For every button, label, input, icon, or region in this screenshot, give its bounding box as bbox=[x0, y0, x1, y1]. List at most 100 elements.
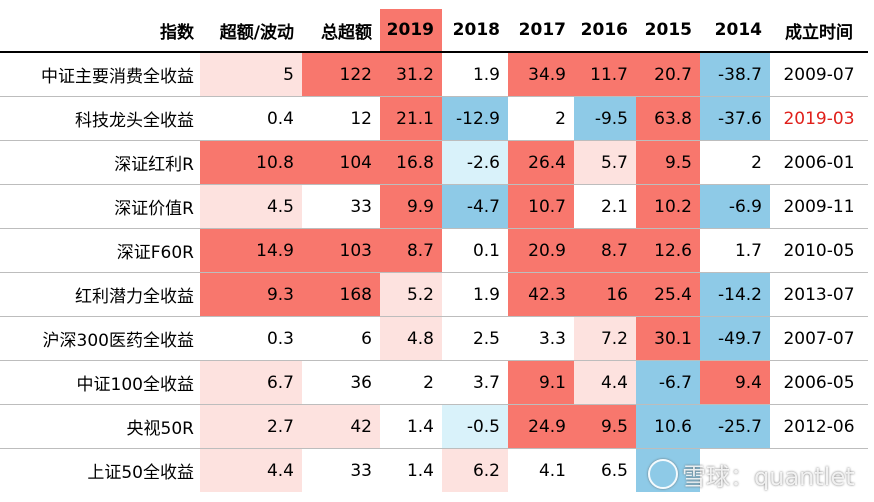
value-cell: 5.7 bbox=[574, 140, 636, 185]
value-cell: -25.7 bbox=[700, 404, 770, 449]
value-cell: 12.6 bbox=[636, 228, 700, 273]
value-cell: 6 bbox=[302, 316, 380, 361]
value-cell: 9.9 bbox=[380, 184, 442, 229]
inception-date-cell: 2013-07 bbox=[770, 272, 868, 317]
watermark-text: 雪球：quantlet bbox=[682, 462, 855, 491]
table-row: 上证50全收益 4.4 33 1.4 6.2 4.1 6.5 bbox=[0, 448, 868, 492]
value-cell: 2 bbox=[508, 96, 574, 141]
column-header-0: 指数 bbox=[0, 9, 200, 53]
value-cell: 7.2 bbox=[574, 316, 636, 361]
value-cell: 11.7 bbox=[574, 52, 636, 97]
value-cell: -0.5 bbox=[442, 404, 508, 449]
watermark: 雪球：quantlet bbox=[648, 454, 874, 494]
value-cell: 6.2 bbox=[442, 448, 508, 492]
column-header-9: 成立时间 bbox=[770, 9, 868, 53]
value-cell: -2.6 bbox=[442, 140, 508, 185]
inception-date-cell: 2019-03 bbox=[770, 96, 868, 141]
value-cell: 1.7 bbox=[700, 228, 770, 273]
index-name-cell: 深证红利R bbox=[0, 140, 200, 185]
value-cell: 2 bbox=[700, 140, 770, 185]
value-cell: 14.9 bbox=[200, 228, 302, 273]
inception-date-cell: 2006-01 bbox=[770, 140, 868, 185]
table-body: 中证主要消费全收益 5 122 31.2 1.9 34.9 11.7 20.7 -38.7 200… bbox=[0, 52, 868, 492]
value-cell: 6.5 bbox=[574, 448, 636, 492]
value-cell: 33 bbox=[302, 184, 380, 229]
value-cell: 122 bbox=[302, 52, 380, 97]
value-cell: -12.9 bbox=[442, 96, 508, 141]
column-header-5: 2017 bbox=[508, 9, 574, 53]
value-cell: 4.5 bbox=[200, 184, 302, 229]
value-cell: -49.7 bbox=[700, 316, 770, 361]
value-cell: 20.7 bbox=[636, 52, 700, 97]
value-cell: -38.7 bbox=[700, 52, 770, 97]
value-cell: 42 bbox=[302, 404, 380, 449]
value-cell: 31.2 bbox=[380, 52, 442, 97]
header-row: 指数 超额/波动 总超额 2019 2018 2017 2016 2015 2014 成立时间 bbox=[0, 9, 868, 53]
inception-date-cell: 2007-07 bbox=[770, 316, 868, 361]
value-cell: 2.7 bbox=[200, 404, 302, 449]
value-cell: 2 bbox=[380, 360, 442, 405]
inception-date-cell: 2010-05 bbox=[770, 228, 868, 273]
table-row: 沪深300医药全收益 0.3 6 4.8 2.5 3.3 7.2 30.1 -49.7 2007-… bbox=[0, 316, 868, 361]
value-cell: 1.4 bbox=[380, 404, 442, 449]
column-header-1: 超额/波动 bbox=[200, 9, 302, 53]
value-cell bbox=[700, 448, 770, 492]
value-cell: 1.4 bbox=[380, 448, 442, 492]
value-cell: 4.1 bbox=[508, 448, 574, 492]
table-row: 科技龙头全收益 0.4 12 21.1 -12.9 2 -9.5 63.8 -37.6 2019-… bbox=[0, 96, 868, 141]
inception-date-cell: 2009-07 bbox=[770, 52, 868, 97]
table-row: 中证100全收益 6.7 36 2 3.7 9.1 4.4 -6.7 9.4 2006-05 bbox=[0, 360, 868, 405]
value-cell: 2.5 bbox=[442, 316, 508, 361]
value-cell: 3.3 bbox=[508, 316, 574, 361]
index-name-cell: 央视50R bbox=[0, 404, 200, 449]
value-cell: 10.7 bbox=[508, 184, 574, 229]
value-cell: 0.3 bbox=[200, 316, 302, 361]
table-row: 中证主要消费全收益 5 122 31.2 1.9 34.9 11.7 20.7 -38.7 200… bbox=[0, 52, 868, 97]
value-cell: -6.9 bbox=[700, 184, 770, 229]
value-cell: -14.2 bbox=[700, 272, 770, 317]
value-cell: 9.1 bbox=[508, 360, 574, 405]
value-cell: 33 bbox=[302, 448, 380, 492]
value-cell: 16 bbox=[574, 272, 636, 317]
table-row: 深证价值R 4.5 33 9.9 -4.7 10.7 2.1 10.2 -6.9 2009-11 bbox=[0, 184, 868, 229]
index-name-cell: 深证价值R bbox=[0, 184, 200, 229]
value-cell: 10.2 bbox=[636, 184, 700, 229]
value-cell: 5 bbox=[200, 52, 302, 97]
inception-date-cell bbox=[770, 448, 868, 492]
value-cell: 3.7 bbox=[442, 360, 508, 405]
value-cell: 10.6 bbox=[636, 404, 700, 449]
value-cell: 9.3 bbox=[200, 272, 302, 317]
index-name-cell: 沪深300医药全收益 bbox=[0, 316, 200, 361]
index-excess-return-table: 指数 超额/波动 总超额 2019 2018 2017 2016 2015 2014 成立时间 中… bbox=[0, 9, 868, 492]
value-cell: 21.1 bbox=[380, 96, 442, 141]
index-name-cell: 中证主要消费全收益 bbox=[0, 52, 200, 97]
value-cell: 9.5 bbox=[636, 140, 700, 185]
value-cell: 34.9 bbox=[508, 52, 574, 97]
table-row: 深证红利R 10.8 104 16.8 -2.6 26.4 5.7 9.5 2 2006-01 bbox=[0, 140, 868, 185]
value-cell: 2.1 bbox=[574, 184, 636, 229]
value-cell: 26.4 bbox=[508, 140, 574, 185]
column-header-3: 2019 bbox=[380, 9, 442, 53]
value-cell: 4.4 bbox=[574, 360, 636, 405]
value-cell: 30.1 bbox=[636, 316, 700, 361]
column-header-6: 2016 bbox=[574, 9, 636, 53]
value-cell: 5.2 bbox=[380, 272, 442, 317]
value-cell: 63.8 bbox=[636, 96, 700, 141]
inception-date-cell: 2006-05 bbox=[770, 360, 868, 405]
value-cell: 0.1 bbox=[442, 228, 508, 273]
column-header-8: 2014 bbox=[700, 9, 770, 53]
inception-date-cell: 2012-06 bbox=[770, 404, 868, 449]
value-cell: 9.5 bbox=[574, 404, 636, 449]
column-header-2: 总超额 bbox=[302, 9, 380, 53]
index-name-cell: 红利潜力全收益 bbox=[0, 272, 200, 317]
value-cell: -37.6 bbox=[700, 96, 770, 141]
index-name-cell: 中证100全收益 bbox=[0, 360, 200, 405]
index-name-cell: 深证F60R bbox=[0, 228, 200, 273]
value-cell: 12 bbox=[302, 96, 380, 141]
column-header-7: 2015 bbox=[636, 9, 700, 53]
value-cell: 4.8 bbox=[380, 316, 442, 361]
value-cell: 16.8 bbox=[380, 140, 442, 185]
index-name-cell: 上证50全收益 bbox=[0, 448, 200, 492]
value-cell: 1.9 bbox=[442, 272, 508, 317]
value-cell: -6.7 bbox=[636, 360, 700, 405]
